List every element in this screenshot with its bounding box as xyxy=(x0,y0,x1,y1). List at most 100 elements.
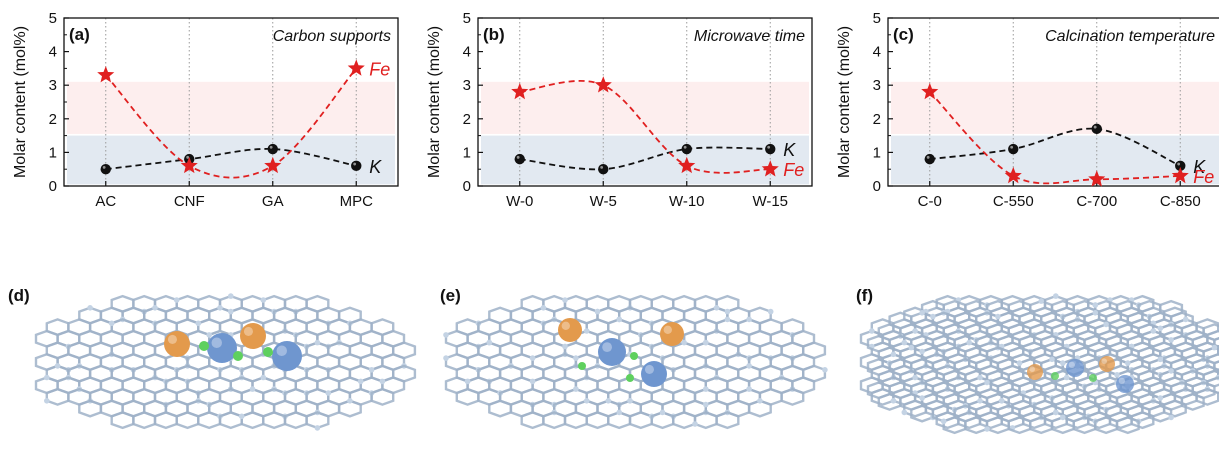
x-tick-label: C-700 xyxy=(1076,193,1117,210)
carbon-atom xyxy=(314,425,321,431)
y-tick-label: 2 xyxy=(873,111,881,128)
y-tick-label: 1 xyxy=(49,144,57,161)
carbon-atom xyxy=(912,374,918,381)
carbon-hexagon xyxy=(585,411,610,430)
carbon-atom xyxy=(228,293,234,299)
carbon-atom xyxy=(347,398,353,404)
y-tick-label: 5 xyxy=(873,10,881,27)
k-point-highlight xyxy=(767,145,771,149)
x-tick-label: W-5 xyxy=(590,193,617,210)
carbon-hexagon xyxy=(672,411,697,430)
carbon-atom xyxy=(1182,316,1189,323)
band-k xyxy=(67,135,395,185)
carbon-hexagon xyxy=(1148,404,1173,423)
series-line-fe xyxy=(105,67,357,179)
fe-star-point xyxy=(97,66,115,83)
carbon-hexagon xyxy=(1115,416,1140,435)
series-line-fe xyxy=(929,91,1181,185)
carbon-atom xyxy=(1049,356,1055,363)
carbon-hexagon xyxy=(1130,411,1155,430)
carbon-atom xyxy=(1092,302,1099,308)
carbon-atom xyxy=(1157,395,1164,401)
carbon-atom xyxy=(314,339,321,346)
atom-highlight xyxy=(663,325,672,334)
k-atom xyxy=(598,338,626,366)
k-circle-point xyxy=(681,143,692,155)
carbon-hexagon xyxy=(283,411,308,430)
fe-star-point xyxy=(347,59,365,76)
k-point-highlight xyxy=(1093,125,1097,129)
fe-star-point xyxy=(761,160,779,177)
carbon-atom xyxy=(1063,374,1070,381)
o-atom xyxy=(263,347,273,357)
chart-panel-2: 0 1 2 3 4 5 W-0 W-5 W-10 W-15 Molar content (mol%)… xyxy=(426,10,813,210)
chart-title: Calcination temperature xyxy=(1045,28,1215,45)
carbon-atom xyxy=(724,308,731,315)
carbon-atom xyxy=(357,378,364,385)
carbon-hexagon xyxy=(370,387,395,406)
carbon-hexagon xyxy=(780,387,805,406)
carbon-hexagon xyxy=(153,411,178,430)
carbon-hexagon xyxy=(747,399,772,418)
y-tick-label: 4 xyxy=(463,44,471,61)
x-tick-label: C-0 xyxy=(918,193,942,210)
structure-panel-1: (d) xyxy=(8,286,417,431)
carbon-atom xyxy=(108,320,115,327)
k-circle-point xyxy=(924,153,935,165)
carbon-hexagon xyxy=(520,411,545,430)
carbon-atom xyxy=(594,308,601,315)
carbon-atom xyxy=(984,379,990,386)
x-tick-label: W-15 xyxy=(752,193,788,210)
fe-star-point xyxy=(1004,166,1022,184)
x-tick-label: MPC xyxy=(340,193,374,210)
y-tick-label: 2 xyxy=(49,111,57,128)
carbon-atom xyxy=(44,398,50,404)
k-circle-point xyxy=(514,153,525,165)
atom-highlight xyxy=(561,321,570,330)
carbon-atom xyxy=(767,308,774,315)
o-atom xyxy=(199,341,209,351)
k-point-highlight xyxy=(353,162,357,166)
graphene-sheet xyxy=(859,293,1219,435)
graphene-sheet xyxy=(443,294,828,430)
carbon-atom xyxy=(724,316,731,323)
y-tick-label: 3 xyxy=(873,77,881,94)
carbon-hexagon xyxy=(1213,336,1219,351)
series-label-k: K xyxy=(783,140,796,160)
carbon-atom xyxy=(746,363,752,369)
carbon-atom xyxy=(1157,356,1164,363)
fe-star-point xyxy=(1088,170,1106,187)
carbon-hexagon xyxy=(240,411,265,430)
carbon-hexagon xyxy=(175,411,200,430)
carbon-atom xyxy=(703,339,709,346)
chart-panel-3: 0 1 2 3 4 5 C-0 C-550 C-700 C-850 Molar content (m… xyxy=(836,10,1219,210)
carbon-atom xyxy=(605,398,612,404)
carbon-atom xyxy=(1053,293,1059,299)
fe-atom xyxy=(240,323,266,349)
y-tick-label: 4 xyxy=(873,44,881,61)
carbon-atom xyxy=(540,305,547,311)
y-tick-label: 5 xyxy=(49,10,57,27)
carbon-hexagon xyxy=(1216,344,1219,356)
k-point-highlight xyxy=(186,155,190,159)
k-atom xyxy=(1066,359,1084,377)
x-tick-label: GA xyxy=(262,193,284,210)
band-fe xyxy=(67,81,395,134)
fe-star-point xyxy=(594,76,612,93)
carbon-atom xyxy=(995,313,1001,320)
atom-highlight xyxy=(211,337,222,348)
o-atom xyxy=(626,374,634,382)
carbon-atom xyxy=(919,310,925,316)
y-tick-label: 4 xyxy=(49,44,57,61)
structure-panel-3: (f) xyxy=(856,286,1219,435)
y-tick-label: 1 xyxy=(463,144,471,161)
carbon-atom xyxy=(919,395,925,401)
k-point-highlight xyxy=(926,155,930,159)
carbon-atom xyxy=(1150,328,1157,334)
carbon-atom xyxy=(54,363,61,369)
k-point-highlight xyxy=(1177,162,1181,166)
y-tick-label: 1 xyxy=(873,144,881,161)
carbon-atom xyxy=(757,398,763,404)
k-circle-point xyxy=(1008,143,1019,155)
